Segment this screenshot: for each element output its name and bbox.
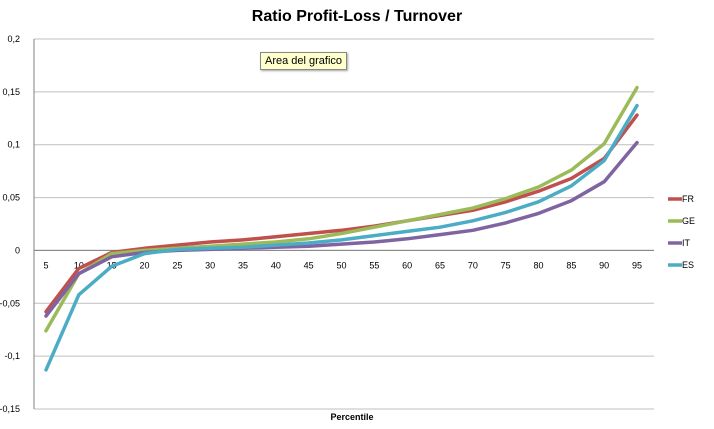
x-tick-label: 80 <box>533 260 543 270</box>
gridlines <box>33 38 654 410</box>
x-tick-label: 85 <box>566 260 576 270</box>
x-tick-label: 20 <box>139 260 149 270</box>
x-tick-label: 60 <box>402 260 412 270</box>
legend-label-fr: FR <box>682 194 694 204</box>
x-tick-label: 65 <box>435 260 445 270</box>
x-tick-label: 75 <box>501 260 511 270</box>
x-tick-label: 55 <box>369 260 379 270</box>
y-tick-label: -0,1 <box>4 351 20 361</box>
series-line-fr <box>44 113 639 314</box>
x-tick-labels: 5 10 15 20 25 30 35 40 45 50 55 60 65 70 75 80 85 90 95 <box>43 260 642 270</box>
y-tick-label: 0,05 <box>2 193 20 203</box>
y-tick-label: 0 <box>15 245 20 255</box>
legend-label-ge: GE <box>682 216 695 226</box>
x-tick-label: 40 <box>271 260 281 270</box>
y-tick-label: -0,15 <box>0 404 20 414</box>
x-tick-label: 45 <box>304 260 314 270</box>
series-line-ge <box>44 85 639 333</box>
y-tick-labels: 0,2 0,15 0,1 0,05 0 -0,05 -0,1 -0,15 <box>0 34 20 414</box>
x-tick-label: 90 <box>599 260 609 270</box>
y-tick-label: 0,15 <box>2 87 20 97</box>
y-tick-label: 0,1 <box>7 140 20 150</box>
legend-label-es: ES <box>682 260 694 270</box>
y-tick-label: -0,05 <box>0 298 20 308</box>
x-tick-label: 10 <box>74 260 84 270</box>
x-tick-label: 70 <box>468 260 478 270</box>
x-tick-label: 35 <box>238 260 248 270</box>
legend-label-it: IT <box>682 238 691 248</box>
chart-title: Ratio Profit-Loss / Turnover <box>251 8 463 25</box>
x-tick-label: 25 <box>172 260 182 270</box>
series-lines <box>44 85 639 372</box>
x-tick-label: 50 <box>336 260 346 270</box>
x-tick-label: 5 <box>43 260 48 270</box>
legend: FR GE IT ES <box>668 194 695 270</box>
x-tick-label: 30 <box>205 260 215 270</box>
x-tick-label: 95 <box>632 260 642 270</box>
x-axis-title: Percentile <box>330 412 373 422</box>
series-line-es <box>44 103 639 372</box>
y-tick-label: 0,2 <box>7 34 20 44</box>
chart-area-tooltip: Area del grafico <box>260 52 348 70</box>
